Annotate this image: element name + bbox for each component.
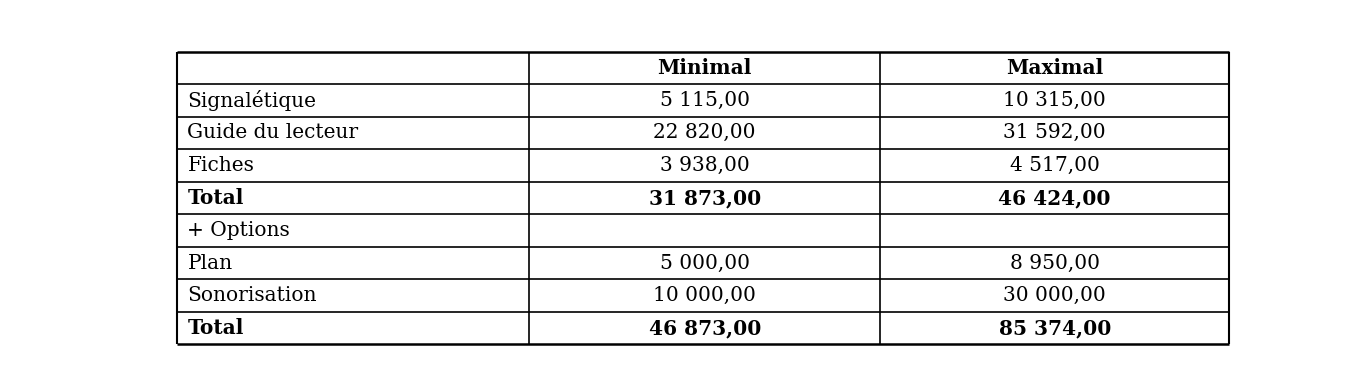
- Text: 31 592,00: 31 592,00: [1003, 123, 1106, 142]
- Text: 8 950,00: 8 950,00: [1010, 254, 1100, 272]
- Text: 46 424,00: 46 424,00: [999, 188, 1111, 208]
- Text: Plan: Plan: [188, 254, 233, 272]
- Text: 5 000,00: 5 000,00: [660, 254, 749, 272]
- Text: 10 315,00: 10 315,00: [1003, 91, 1106, 110]
- Text: 5 115,00: 5 115,00: [660, 91, 749, 110]
- Text: Total: Total: [188, 188, 244, 208]
- Text: 46 873,00: 46 873,00: [649, 318, 761, 338]
- Text: Fiches: Fiches: [188, 156, 254, 175]
- Text: 4 517,00: 4 517,00: [1010, 156, 1100, 175]
- Text: 31 873,00: 31 873,00: [649, 188, 761, 208]
- Text: Sonorisation: Sonorisation: [188, 286, 317, 305]
- Text: 30 000,00: 30 000,00: [1003, 286, 1106, 305]
- Text: 10 000,00: 10 000,00: [653, 286, 756, 305]
- Text: + Options: + Options: [188, 221, 291, 240]
- Text: 22 820,00: 22 820,00: [653, 123, 756, 142]
- Text: Minimal: Minimal: [657, 58, 752, 78]
- Text: 3 938,00: 3 938,00: [660, 156, 749, 175]
- Text: Signalétique: Signalétique: [188, 90, 317, 111]
- Text: Total: Total: [188, 318, 244, 338]
- Text: 85 374,00: 85 374,00: [999, 318, 1111, 338]
- Text: Guide du lecteur: Guide du lecteur: [188, 123, 358, 142]
- Text: Maximal: Maximal: [1006, 58, 1103, 78]
